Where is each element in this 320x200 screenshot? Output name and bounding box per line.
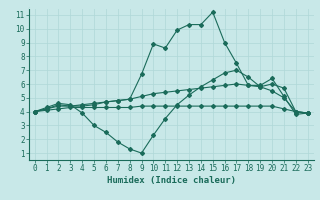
X-axis label: Humidex (Indice chaleur): Humidex (Indice chaleur) xyxy=(107,176,236,185)
